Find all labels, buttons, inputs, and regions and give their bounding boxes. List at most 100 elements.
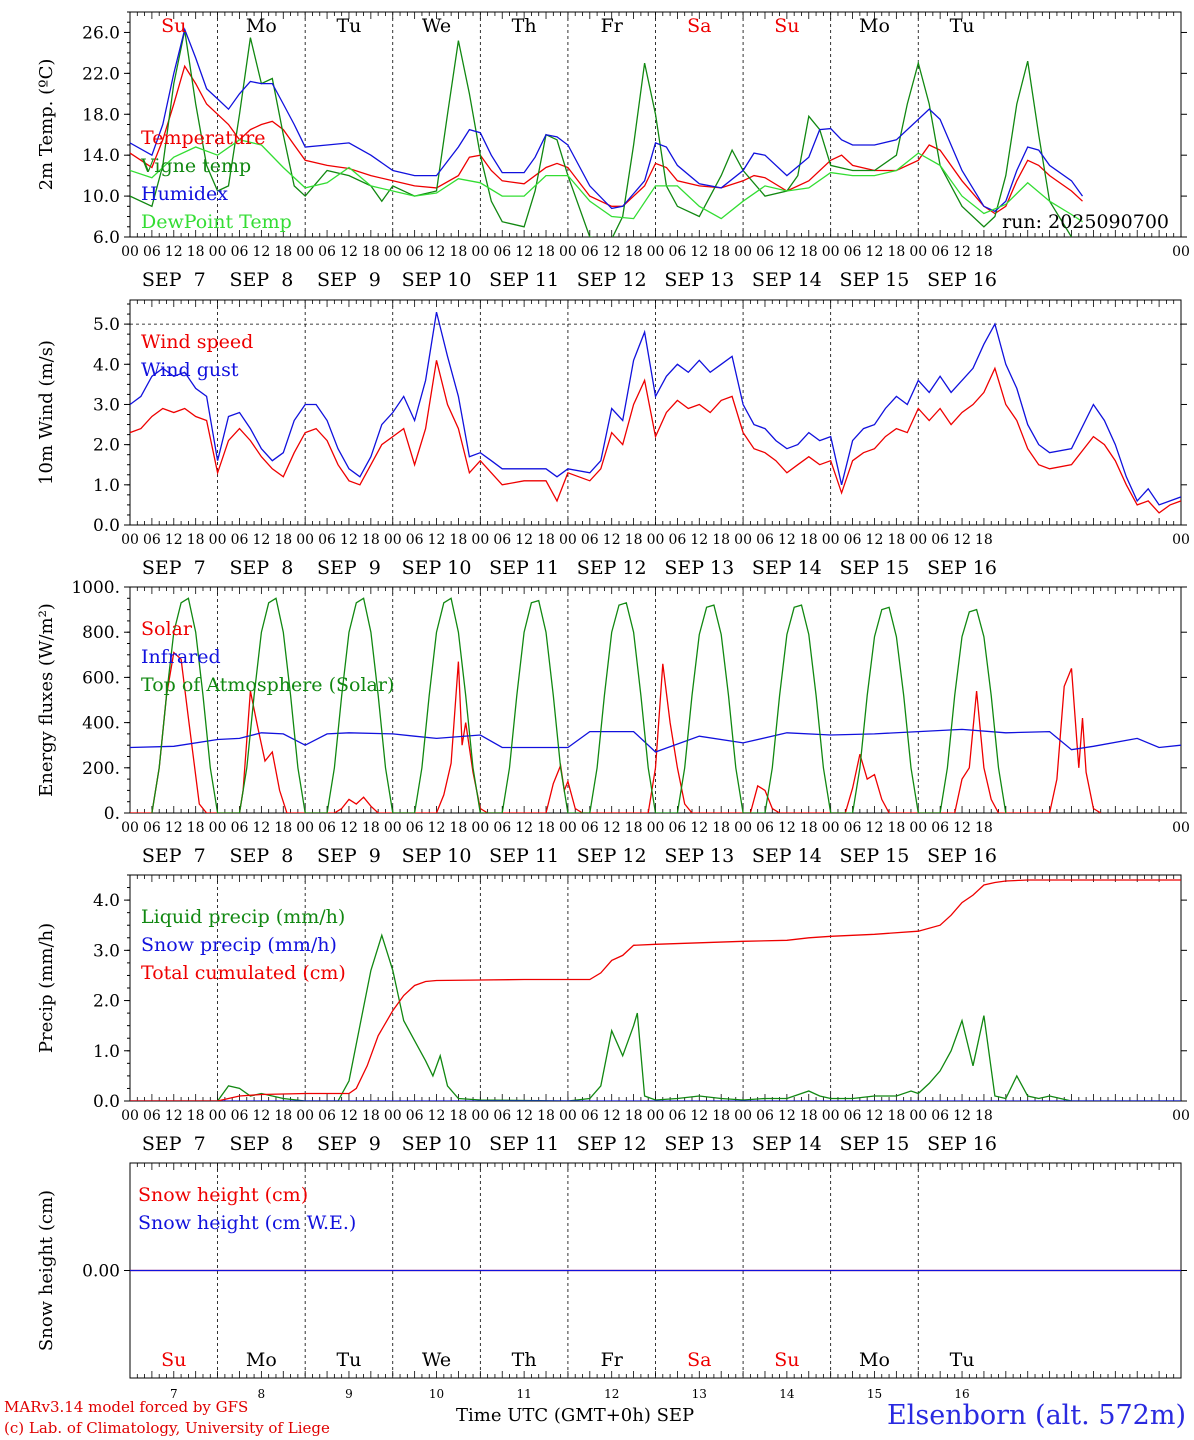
x-date-label: SEP 11 [489,845,559,867]
x-date-label: SEP 8 [229,1133,293,1155]
x-tick-label: 12 [778,820,796,836]
x-tick-label: 06 [318,244,336,260]
legend-entry: Snow height (cm W.E.) [138,1212,356,1234]
x-tick-label: 12 [778,244,796,260]
x-tick-label: 18 [975,244,993,260]
x-tick-label: 06 [493,532,511,548]
x-tick-label: 00 [734,532,752,548]
x-tick-label: 18 [274,820,292,836]
x-tick-label: 06 [668,1108,686,1124]
x-tick-label: 06 [668,820,686,836]
x-tick-label: 06 [668,532,686,548]
x-tick-label: 12 [428,532,446,548]
x-tick-label: 18 [362,820,380,836]
x-date-label: SEP 11 [489,557,559,579]
x-tick-label: 18 [537,820,555,836]
x-tick-label: 06 [931,1108,949,1124]
legend-entry: Wind gust [141,359,239,381]
legend-entry: DewPoint Temp [141,211,292,233]
x-tick-label: 12 [515,820,533,836]
day-number-label: 8 [258,1387,266,1401]
x-tick-label: 00 [121,244,139,260]
x-tick-label: 06 [231,532,249,548]
y-tick-label: 400. [82,714,120,734]
x-date-label: SEP 9 [317,1133,381,1155]
weekday-label: Mo [859,15,890,37]
x-tick-label: 06 [406,532,424,548]
x-tick-label: 06 [931,532,949,548]
weekday-label: Su [161,15,186,37]
y-tick-label: 18.0 [82,105,120,125]
plot-frame [129,299,1182,526]
x-tick-label: 00 [209,820,227,836]
x-tick-label: 00 [209,1108,227,1124]
x-tick-label: 12 [778,1108,796,1124]
panel-5: 0.00 Snow height (cm) Snow height (cm) Snow… [36,1162,1187,1401]
y-tick-label: 0.0 [93,1092,120,1112]
x-date-label: SEP 10 [402,557,472,579]
x-date-label: SEP 7 [142,845,206,867]
series-line-wind-speed [130,360,1181,514]
x-tick-label: 06 [231,820,249,836]
weekday-label: Tu [950,1349,975,1371]
x-tick-label: 06 [406,820,424,836]
x-date-label: SEP 9 [317,269,381,291]
y-tick-label: 1000. [71,578,120,598]
x-tick-label: 12 [690,244,708,260]
x-tick-label: 00 [647,820,665,836]
x-tick-label: 00 [559,532,577,548]
x-tick-label: 06 [406,1108,424,1124]
x-date-label: SEP 11 [489,269,559,291]
x-tick-label: 00 [1172,1108,1190,1124]
x-tick-label: 06 [931,244,949,260]
series-line-top-of-atmosphere-solar [151,597,1007,813]
x-date-label: SEP 10 [402,269,472,291]
x-tick-label: 12 [428,244,446,260]
x-date-label: SEP 11 [489,1133,559,1155]
x-tick-label: 18 [450,1108,468,1124]
weekday-label: Tu [950,15,975,37]
x-tick-label: 00 [209,244,227,260]
y-axis-label: Snow height (cm) [36,1190,57,1351]
x-tick-label: 00 [384,532,402,548]
x-date-label: SEP 14 [752,845,822,867]
weekday-label: Tu [336,15,361,37]
x-date-label: SEP 7 [142,269,206,291]
x-tick-label: 00 [647,1108,665,1124]
series-line-vigne-temp [130,30,1073,237]
plot-frame [129,11,1182,238]
x-tick-label: 00 [121,532,139,548]
x-tick-label: 06 [756,1108,774,1124]
x-tick-label: 18 [887,532,905,548]
x-tick-label: 06 [931,820,949,836]
y-tick-label: 1.0 [93,476,120,496]
y-tick-label: 0.0 [93,516,120,536]
x-tick-label: 18 [712,244,730,260]
x-tick-label: 00 [471,820,489,836]
x-tick-label: 18 [887,244,905,260]
weekday-label: Mo [859,1349,890,1371]
y-axis-label: 2m Temp. (ºC) [36,59,57,191]
x-tick-label: 12 [866,532,884,548]
x-tick-label: 18 [800,820,818,836]
x-tick-label: 12 [866,244,884,260]
x-date-label: SEP 9 [317,557,381,579]
weekday-label: Mo [246,1349,277,1371]
x-tick-label: 12 [515,532,533,548]
x-tick-label: 00 [559,1108,577,1124]
x-tick-label: 18 [975,532,993,548]
x-tick-label: 12 [515,1108,533,1124]
x-tick-label: 18 [274,1108,292,1124]
x-tick-label: 12 [690,820,708,836]
legend-entry: Top of Atmosphere (Solar) [141,674,394,696]
weekday-label: Tu [336,1349,361,1371]
x-tick-label: 00 [1172,244,1190,260]
x-tick-label: 12 [340,532,358,548]
day-number-label: 13 [692,1387,707,1401]
x-tick-label: 06 [231,1108,249,1124]
panel-4: 0.0 1.0 2.0 3.0 4.0 Precip (mm/h) Liquid preci… [36,874,1190,1155]
x-tick-label: 06 [756,532,774,548]
x-tick-label: 12 [165,532,183,548]
x-tick-label: 12 [690,1108,708,1124]
legend-entry: Humidex [141,183,228,205]
